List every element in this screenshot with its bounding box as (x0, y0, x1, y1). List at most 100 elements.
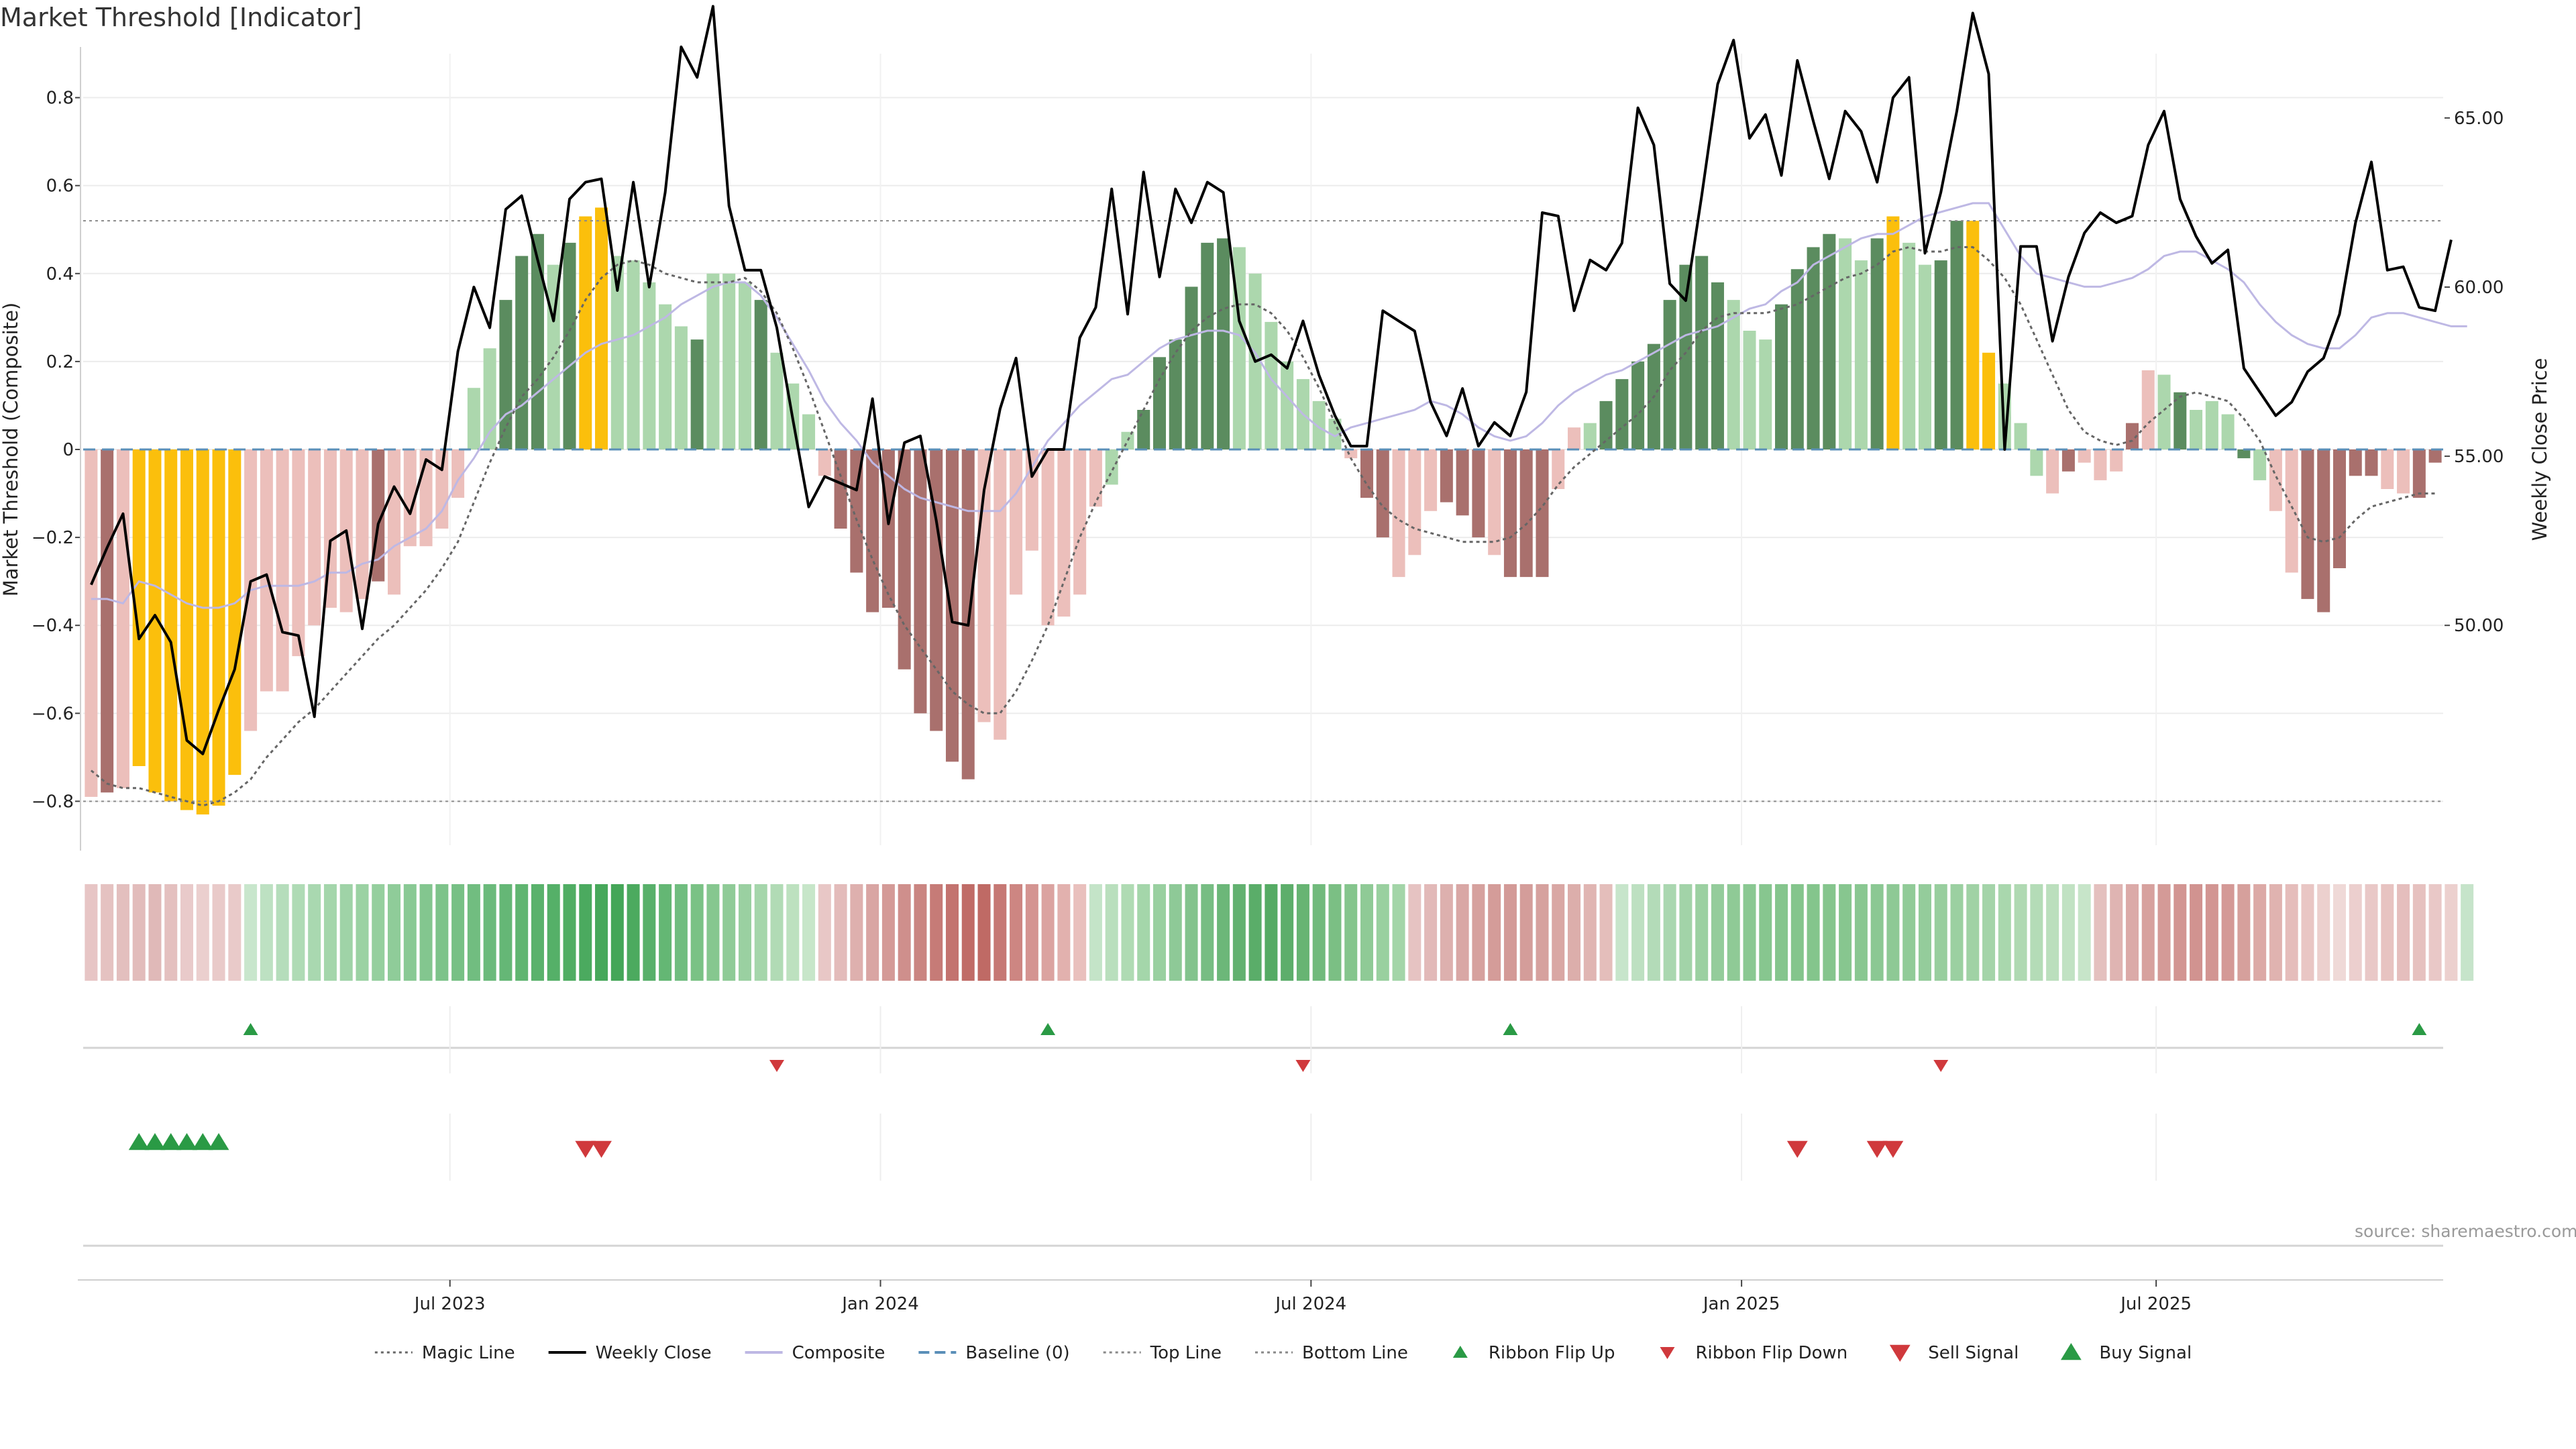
ribbon-cell (435, 884, 449, 981)
ribbon-cell (1982, 884, 1996, 981)
ribbon-cell (2030, 884, 2043, 981)
composite-bar (212, 449, 225, 806)
composite-bar (2381, 449, 2394, 489)
composite-bar (722, 273, 736, 449)
composite-bar (2317, 449, 2330, 612)
y-tick-label: 0.2 (46, 352, 74, 372)
composite-bar (2110, 449, 2123, 472)
ribbon-cell (2461, 884, 2474, 981)
composite-bar (1217, 238, 1230, 449)
composite-bar (1312, 400, 1326, 449)
composite-bar (818, 449, 831, 476)
ribbon-cell (1950, 884, 1964, 981)
composite-bar (563, 242, 576, 449)
composite-bar (2061, 449, 2075, 472)
composite-bar (132, 449, 146, 766)
composite-bar (2141, 370, 2155, 449)
ribbon-flip-up-marker (1040, 1023, 1056, 1035)
composite-bar (1010, 449, 1023, 595)
composite-bar (1615, 379, 1629, 449)
composite-bar (1360, 449, 1374, 498)
ribbon-cell (164, 884, 178, 981)
composite-bar (1376, 449, 1389, 538)
legend-label: Bottom Line (1302, 1343, 1408, 1363)
ribbon-flip-down-marker (1933, 1060, 1949, 1072)
ribbon-cell (627, 884, 640, 981)
ribbon-cell (2125, 884, 2139, 981)
composite-bar (1599, 400, 1613, 449)
composite-bar (1839, 238, 1852, 449)
composite-bar (1201, 242, 1214, 449)
ribbon-cell (1248, 884, 1262, 981)
composite-bar (754, 300, 767, 449)
ribbon-cell (1679, 884, 1693, 981)
composite-bar (898, 449, 911, 669)
ribbon-cell (866, 884, 879, 981)
composite-bar (1265, 321, 1278, 449)
ribbon-cell (1711, 884, 1724, 981)
composite-bar (2046, 449, 2059, 494)
buy-signal-marker (176, 1133, 197, 1150)
ribbon-cell (1663, 884, 1676, 981)
ribbon-cell (2061, 884, 2075, 981)
composite-bar (1583, 423, 1597, 449)
ribbon-cell (1201, 884, 1214, 981)
ribbon-cell (850, 884, 863, 981)
legend-item: Top Line (1103, 1343, 1222, 1363)
ribbon-cell (467, 884, 480, 981)
ribbon-cell (2285, 884, 2298, 981)
composite-bar (1695, 256, 1709, 449)
ribbon-cell (499, 884, 513, 981)
ribbon-cell (244, 884, 258, 981)
composite-bar (1392, 449, 1405, 578)
composite-bar (356, 449, 369, 599)
composite-bar (148, 449, 162, 793)
ribbon-cell (1536, 884, 1549, 981)
ribbon-cell (1870, 884, 1884, 981)
legend-label: Ribbon Flip Up (1489, 1343, 1615, 1363)
composite-bar (260, 449, 273, 692)
composite-bar (643, 282, 656, 449)
ribbon-cell (1615, 884, 1629, 981)
ribbon-cell (1424, 884, 1438, 981)
ribbon-cell (2205, 884, 2218, 981)
buy-signal-marker (192, 1133, 213, 1150)
ribbon-cell (2253, 884, 2267, 981)
ribbon-cell (690, 884, 704, 981)
composite-bar (802, 414, 816, 449)
ribbon-panel (85, 884, 2474, 981)
composite-bar (930, 449, 943, 731)
legend-item: Bottom Line (1255, 1343, 1408, 1363)
ribbon-flip-up-marker (243, 1023, 258, 1035)
composite-bar (1424, 449, 1438, 511)
y-tick-label: 0.4 (46, 264, 74, 284)
ribbon-cell (276, 884, 289, 981)
composite-bar (2205, 400, 2218, 449)
ribbon-cell (1281, 884, 1294, 981)
composite-bar (1711, 282, 1724, 449)
ribbon-cell (403, 884, 417, 981)
ribbon-cell (2078, 884, 2091, 981)
composite-bar (2014, 423, 2027, 449)
ribbon-cell (1408, 884, 1421, 981)
ribbon-cell (1727, 884, 1740, 981)
composite-bar (1408, 449, 1421, 555)
y-tick-label: −0.2 (32, 528, 74, 548)
composite-bar (308, 449, 321, 626)
ribbon-cell (1105, 884, 1118, 981)
composite-bar (2174, 392, 2187, 449)
composite-bar (515, 256, 529, 449)
composite-bar (1152, 357, 1167, 449)
ribbon-cell (2332, 884, 2347, 981)
composite-bar (2269, 449, 2282, 511)
axes-layer: −0.8 −0.6 −0.4 −0.2 0 0.2 0.4 0.6 0.8 50.00 55.00 6… (0, 47, 2551, 851)
ribbon-cell (260, 884, 273, 981)
ribbon-cell (323, 884, 337, 981)
legend-item: Sell Signal (1889, 1343, 2019, 1363)
composite-bar (1185, 286, 1198, 449)
ribbon-cell (738, 884, 751, 981)
ribbon-cell (515, 884, 529, 981)
composite-bar (1902, 242, 1916, 449)
legend-item: Magic Line (374, 1343, 515, 1363)
composite-bar (1743, 331, 1756, 449)
